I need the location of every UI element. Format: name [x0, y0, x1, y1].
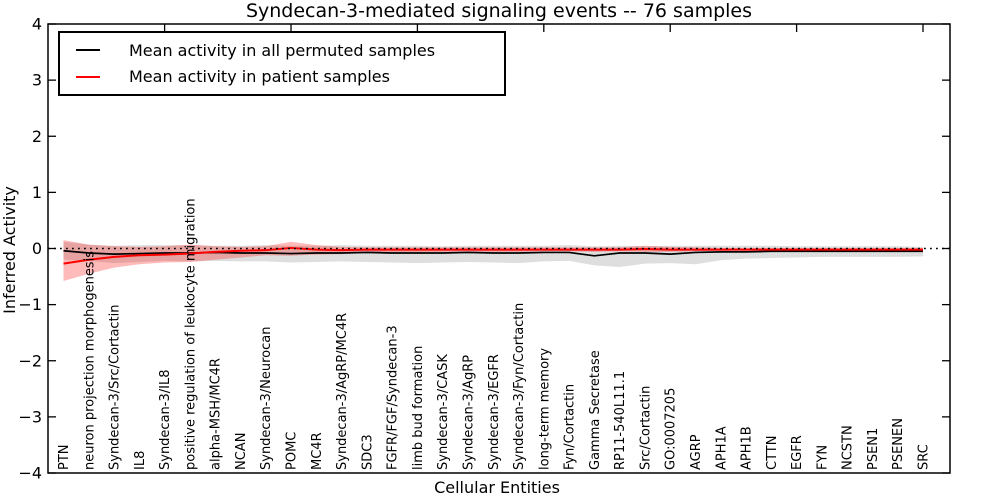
- x-category-label: Syndecan-3/Neurocan: [259, 327, 274, 470]
- x-category-label: SRC: [917, 444, 932, 470]
- patient-mean-line: [63, 246, 923, 265]
- x-category-label: GO:0007205: [664, 388, 679, 470]
- legend-label-permuted: Mean activity in all permuted samples: [129, 40, 436, 60]
- x-category-label: EGFR: [790, 435, 805, 470]
- x-category-label: IL8: [133, 451, 148, 470]
- x-category-label: PTN: [57, 444, 72, 470]
- x-category-label: neuron projection morphogenesis: [82, 251, 97, 470]
- x-category-label: PSEN1: [866, 428, 881, 470]
- x-category-label: Syndecan-3/AgRP/MC4R: [335, 313, 350, 470]
- x-category-label: Syndecan-3/IL8: [158, 370, 173, 470]
- x-category-label: long-term memory: [537, 348, 552, 470]
- legend-entry-permuted: Mean activity in all permuted samples: [76, 38, 504, 62]
- y-tick-label: 1: [32, 183, 42, 202]
- x-category-label: Syndecan-3/Src/Cortactin: [108, 304, 123, 470]
- y-tick-label: 0: [32, 239, 42, 258]
- x-category-label: APH1A: [714, 426, 729, 470]
- chart-title: Syndecan-3-mediated signaling events -- …: [246, 0, 752, 22]
- x-category-label: APH1B: [740, 426, 755, 470]
- x-category-label: AGRP: [689, 434, 704, 470]
- x-category-label: FYN: [815, 445, 830, 470]
- y-tick-label: −2: [18, 351, 42, 370]
- x-category-label: FGFR/FGF/Syndecan-3: [386, 325, 401, 470]
- x-category-label: Syndecan-3/CASK: [436, 354, 451, 470]
- x-axis-title: Cellular Entities: [434, 478, 560, 497]
- x-category-label: Fyn/Cortactin: [563, 384, 578, 470]
- x-category-label: positive regulation of leukocyte migrati…: [183, 198, 198, 470]
- x-category-label: Gamma Secretase: [588, 350, 603, 470]
- x-category-labels: PTN neuron projection morphogenesis Syndec…: [57, 198, 932, 470]
- y-tick-label: 4: [32, 15, 42, 34]
- x-category-label: Src/Cortactin: [638, 386, 653, 470]
- patient-line-swatch: [76, 75, 100, 78]
- y-tick-label: −1: [18, 295, 42, 314]
- y-tick-label: 3: [32, 71, 42, 90]
- x-category-label: limb bud formation: [411, 346, 426, 470]
- x-category-label: alpha-MSH/MC4R: [209, 358, 224, 470]
- y-tick-label: −3: [18, 407, 42, 426]
- legend: Mean activity in all permuted samples Me…: [58, 31, 506, 96]
- permuted-line-swatch: [76, 49, 100, 52]
- x-category-label: RP11-540L11.1: [613, 371, 628, 470]
- x-category-label: Syndecan-3/EGFR: [487, 354, 502, 470]
- series-lines: [63, 246, 923, 265]
- legend-entry-patient: Mean activity in patient samples: [76, 65, 504, 89]
- y-axis-title: Inferred Activity: [0, 186, 19, 314]
- x-category-label: PSENEN: [891, 418, 906, 470]
- x-category-label: SDC3: [360, 434, 375, 470]
- x-category-label: Syndecan-3/Fyn/Cortactin: [512, 303, 527, 470]
- x-category-label: MC4R: [310, 432, 325, 470]
- y-tick-label: −4: [18, 464, 42, 483]
- legend-label-patient: Mean activity in patient samples: [129, 67, 390, 87]
- tick-marks: [48, 23, 950, 474]
- x-category-label: NCAN: [234, 433, 249, 470]
- y-tick-label: 2: [32, 127, 42, 146]
- y-tick-labels: −4 −3 −2 −1 0 1 2 3 4: [18, 15, 42, 483]
- x-category-label: POMC: [285, 432, 300, 470]
- x-category-label: Syndecan-3/AgRP: [461, 355, 476, 470]
- x-category-label: NCSTN: [841, 425, 856, 470]
- x-category-label: CTTN: [765, 436, 780, 470]
